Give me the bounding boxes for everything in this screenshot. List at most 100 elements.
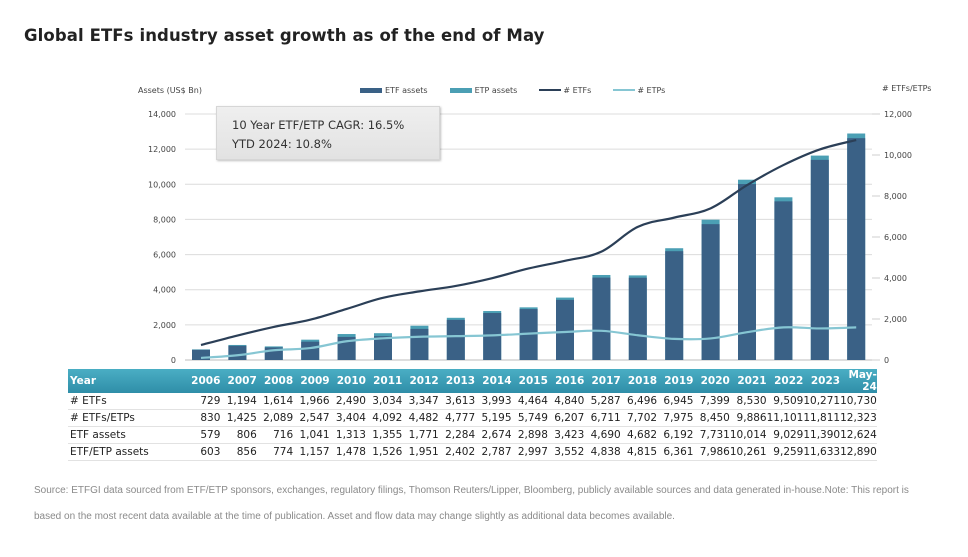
table-row: ETF assets 579 806 716 1,041 1,313 1,355 1,771 2… <box>68 426 877 444</box>
table-header-cell: 2023 <box>803 369 841 393</box>
legend-label: # ETFs <box>563 85 592 95</box>
right-tick-label: 12,000 <box>884 110 912 119</box>
table-cell: 2,997 <box>511 443 548 461</box>
table-row-label: ETF/ETP assets <box>68 443 184 461</box>
right-tick-label: 4,000 <box>884 274 907 283</box>
table-header-cell: 2021 <box>729 369 767 393</box>
table-header-cell: 2017 <box>584 369 621 393</box>
table-cell: 3,993 <box>475 393 512 410</box>
table-cell: 3,423 <box>547 426 585 444</box>
table-header-cell: 2006 <box>184 369 221 393</box>
table-header-cell: 2019 <box>657 369 694 393</box>
left-tick-label: 6,000 <box>153 251 176 260</box>
table-row-label: # ETFs/ETPs <box>68 409 184 427</box>
table-cell: 4,464 <box>511 393 548 410</box>
table-cell: 4,682 <box>620 426 658 444</box>
bar-etf-assets <box>665 251 684 360</box>
table-cell: 579 <box>184 426 221 444</box>
bars <box>192 133 866 360</box>
table-cell: 806 <box>220 426 257 444</box>
left-tick-label: 14,000 <box>148 110 176 119</box>
table-cell: 1,425 <box>220 409 257 427</box>
right-tick-label: 10,000 <box>884 151 912 160</box>
legend-swatch-etfs-line <box>539 89 562 91</box>
table-cell: 603 <box>184 443 221 461</box>
legend: ETF assets ETP assets # ETFs # ETPs <box>360 84 687 96</box>
table-cell: 716 <box>256 426 294 444</box>
table-cell: 4,815 <box>620 443 658 461</box>
table-cell: 7,702 <box>620 409 658 427</box>
table-cell: 2,402 <box>438 443 476 461</box>
table-cell: 6,207 <box>547 409 585 427</box>
chart-plot: 02,0004,0006,0008,00010,00012,00014,000 … <box>148 110 912 365</box>
right-tick-label: 0 <box>884 356 889 365</box>
table-cell: 1,951 <box>402 443 439 461</box>
table-cell: 11,811 <box>803 409 841 427</box>
table-cell: 1,041 <box>293 426 330 444</box>
legend-item-etf-assets: ETF assets <box>360 86 428 95</box>
table-header-cell: 2014 <box>475 369 512 393</box>
bar-etf-assets <box>410 328 429 360</box>
legend-swatch-etf-assets <box>360 87 382 93</box>
table-cell: 1,966 <box>293 393 330 410</box>
table-cell: 10,730 <box>840 393 877 410</box>
table-cell: 1,313 <box>329 426 366 444</box>
legend-swatch-etps-line <box>613 89 636 91</box>
table-cell: 1,157 <box>293 443 330 461</box>
table-cell: 4,690 <box>584 426 621 444</box>
table-cell: 2,547 <box>293 409 330 427</box>
bar-etf-assets <box>228 345 247 360</box>
table-header-year: Year <box>68 369 184 393</box>
table-cell: 7,986 <box>693 443 730 461</box>
right-axis-ticks: 0 2,000 4,000 6,000 8,000 10,000 12,000 <box>872 110 912 365</box>
table-cell: 2,898 <box>511 426 548 444</box>
line-etfs-count <box>200 138 857 347</box>
table-cell: 1,526 <box>365 443 403 461</box>
table-cell: 6,711 <box>584 409 621 427</box>
table-cell: 6,496 <box>620 393 658 410</box>
legend-label: # ETPs <box>637 85 666 95</box>
table-cell: 4,777 <box>438 409 476 427</box>
bar-etf-assets <box>446 319 465 360</box>
bar-etf-assets <box>738 184 756 360</box>
table-cell: 1,355 <box>365 426 403 444</box>
left-tick-label: 10,000 <box>148 180 176 189</box>
table-cell: 6,361 <box>657 443 694 461</box>
table-cell: 2,284 <box>438 426 476 444</box>
table-cell: 729 <box>184 393 221 410</box>
chart-title: Global ETFs industry asset growth as of … <box>24 26 545 45</box>
table-header-cell: 2013 <box>438 369 476 393</box>
table-cell: 4,092 <box>365 409 403 427</box>
table-cell: 4,482 <box>402 409 439 427</box>
table-cell: 7,399 <box>693 393 730 410</box>
legend-label: ETP assets <box>474 85 518 95</box>
table-cell: 6,945 <box>657 393 694 410</box>
bar-etf-assets <box>301 341 320 360</box>
source-note: Source: ETFGI data sourced from ETF/ETP … <box>34 485 909 522</box>
table-row-label: ETF assets <box>68 426 184 444</box>
bar-etf-assets <box>483 313 502 360</box>
table-cell: 12,624 <box>840 426 877 444</box>
table-header-cell: 2022 <box>766 369 804 393</box>
left-tick-label: 4,000 <box>153 286 176 295</box>
table-header-cell: May-24 <box>840 369 877 393</box>
legend-item-etp-assets: ETP assets <box>449 85 518 95</box>
table-header-cell: 2008 <box>256 369 294 393</box>
table-cell: 1,771 <box>402 426 439 444</box>
left-axis-title: Assets (US$ Bn) <box>138 86 202 95</box>
table-cell: 9,259 <box>766 443 804 461</box>
bar-etf-assets <box>628 277 647 360</box>
table-cell: 2,787 <box>475 443 512 461</box>
lines <box>200 138 857 360</box>
table-cell: 11,101 <box>766 409 804 427</box>
table-header-cell: 2018 <box>620 369 658 393</box>
left-tick-label: 0 <box>171 356 176 365</box>
table-cell: 10,271 <box>803 393 841 410</box>
table-cell: 2,490 <box>329 393 366 410</box>
table-cell: 12,323 <box>840 409 877 427</box>
table-cell: 3,552 <box>547 443 585 461</box>
table-cell: 774 <box>256 443 294 461</box>
table-cell: 3,347 <box>402 393 439 410</box>
table-cell: 9,886 <box>729 409 767 427</box>
table-cell: 3,613 <box>438 393 476 410</box>
